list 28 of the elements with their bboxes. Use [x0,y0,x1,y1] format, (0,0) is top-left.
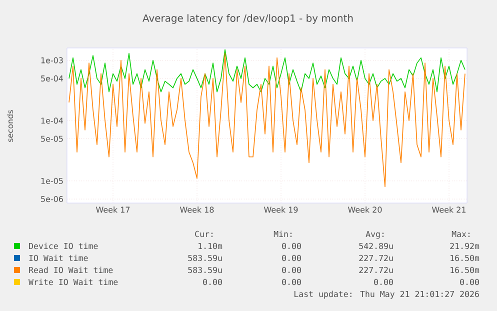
text: Max: [452,230,470,238]
text: 0.00 [460,278,479,286]
legend-label: Read IO Wait time [29,266,113,274]
text: 0.00 [282,254,301,262]
text: 542.89u [359,242,393,250]
text: 227.72u [359,254,393,262]
text: Avg: [366,230,384,239]
text: 0.00 [203,278,222,286]
text: 1.10m [198,242,222,250]
text: 21.92m [450,242,480,250]
line-series [68,53,466,188]
text: 0.00 [282,266,301,274]
text: 16.50m [450,266,480,274]
legend-label: IO Wait time [29,254,88,262]
line-series [68,49,466,92]
text: 16.50m [450,254,480,262]
legend-label: Device IO time [29,242,98,250]
text: 227.72u [359,266,393,274]
legend-label: Write IO Wait time [28,278,118,286]
text: 583.59u [188,254,222,262]
text: 583.59u [188,266,222,274]
text: Last update: Thu May 21 21:01:27 2026 [294,290,479,299]
text: 0.00 [374,278,393,286]
text: Min: [274,230,292,237]
text: 0.00 [282,242,301,250]
chart-title: Average latency for /dev/loop1 - by month [142,14,353,24]
text: Cur: [195,230,212,238]
text: 0.00 [282,278,301,286]
